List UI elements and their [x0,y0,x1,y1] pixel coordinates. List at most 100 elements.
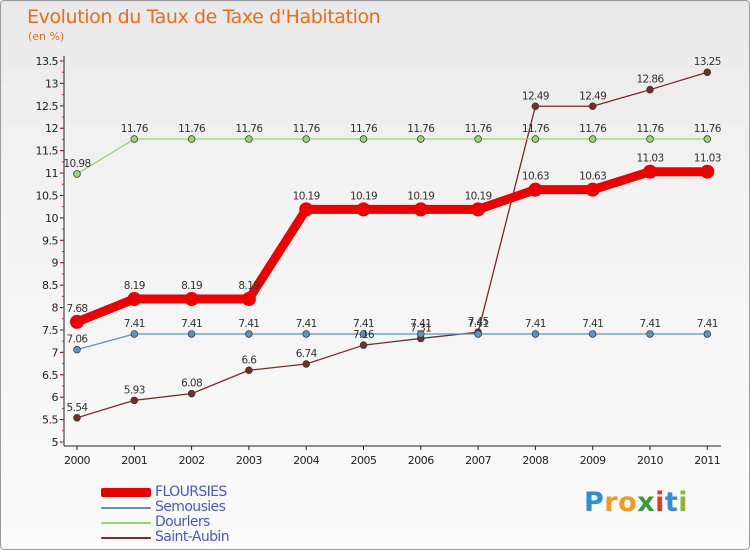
y-tick-label: 12.5 [36,100,59,113]
data-point [73,170,81,178]
data-point [245,366,253,375]
data-point [588,135,597,143]
data-point [302,360,310,368]
y-tick-label: 9 [52,257,59,270]
data-label: 10.19 [293,190,320,202]
series-line-dourlers [76,138,708,175]
legend-item: Saint-Aubin [101,529,301,545]
legend-item: FLOURSIES [101,484,301,500]
data-label: 7.41 [640,318,661,330]
legend: FLOURSIES Semousies Dourlers Saint-Aubin [101,484,301,545]
data-label: 12.49 [579,90,606,102]
data-point [646,135,654,143]
legend-swatch [101,522,151,524]
data-label: 8.19 [124,280,145,292]
data-label: 11.76 [694,123,722,135]
y-tick-label: 12 [45,122,58,135]
data-point [359,135,368,143]
data-label: 7.41 [238,318,259,330]
data-point [356,202,371,217]
data-point [130,330,139,338]
data-point [413,202,428,217]
proxiti-logo: Proxiti [584,487,688,518]
series-line-semousies [76,333,708,351]
x-tick-label: 2009 [580,454,606,467]
legend-item: Semousies [101,499,301,515]
data-point [127,292,142,307]
data-point [474,135,482,143]
legend-label: Semousies [155,499,226,515]
y-tick-label: 5 [52,436,59,449]
y-tick-label: 11 [45,167,58,180]
logo-letter: i [678,487,689,518]
data-label: 11.76 [350,123,378,135]
data-point [700,164,715,179]
data-label: 11.03 [636,153,663,165]
data-label: 11.76 [293,123,321,135]
data-label: 7.41 [525,318,546,330]
data-label: 10.63 [522,171,549,183]
data-point [70,314,84,329]
data-label: 11.76 [178,123,206,135]
logo-letter: r [604,487,619,518]
series-line-saint-aubin [76,71,708,419]
data-point [703,135,712,143]
data-point [130,135,139,143]
data-label: 7.16 [353,329,375,341]
y-tick-label: 9.5 [42,234,58,247]
data-point [703,330,712,338]
data-point [474,330,482,338]
data-label: 7.06 [67,334,89,346]
data-point [588,102,597,111]
x-tick-label: 2000 [64,454,90,467]
y-tick-label: 13.5 [36,55,59,68]
data-label: 11.76 [522,123,550,135]
data-label: 7.41 [410,318,431,330]
data-label: 7.41 [181,318,202,330]
data-point [703,68,712,76]
y-tick-label: 10.5 [36,189,59,202]
data-label: 8.19 [238,280,259,292]
data-point [184,292,199,307]
data-point [471,202,486,217]
data-label: 10.19 [350,190,377,202]
data-label: 11.76 [579,123,607,135]
y-tick-label: 8 [52,302,59,315]
legend-swatch [101,488,151,497]
data-label: 13.25 [694,56,721,68]
data-label: 10.98 [63,158,90,170]
data-label: 11.76 [121,123,149,135]
data-point [646,330,654,338]
data-label: 5.93 [124,384,145,396]
data-label: 7.41 [697,318,718,330]
data-label: 7.41 [468,318,489,330]
data-point [302,135,310,143]
data-label: 5.54 [67,402,89,414]
data-point [588,330,597,338]
data-point [359,330,368,338]
data-label: 11.76 [235,123,263,135]
x-tick-label: 2005 [351,454,377,467]
y-tick-label: 13 [45,77,58,90]
data-label: 7.41 [582,318,603,330]
x-tick-label: 2002 [179,454,205,467]
data-point [359,341,368,349]
legend-swatch [101,507,151,509]
data-point [531,102,540,111]
data-labels: 7.68 8.19 8.19 8.19 10.19 10.19 10.19 10.19 10.6… [63,56,722,414]
legend-label: FLOURSIES [155,484,227,500]
y-tick-label: 7.5 [42,324,58,337]
data-label: 7.45 [468,316,489,328]
data-point [241,292,256,307]
data-point [73,345,81,354]
data-point [299,202,314,217]
data-point [187,389,196,398]
y-tick-label: 11.5 [36,145,59,158]
data-label: 11.76 [465,123,493,135]
data-label: 10.19 [407,190,434,202]
y-tick-label: 10 [45,212,58,225]
legend-item: Dourlers [101,514,301,530]
logo-letter: x [637,487,656,518]
data-point [417,135,425,143]
data-label: 11.76 [407,123,435,135]
